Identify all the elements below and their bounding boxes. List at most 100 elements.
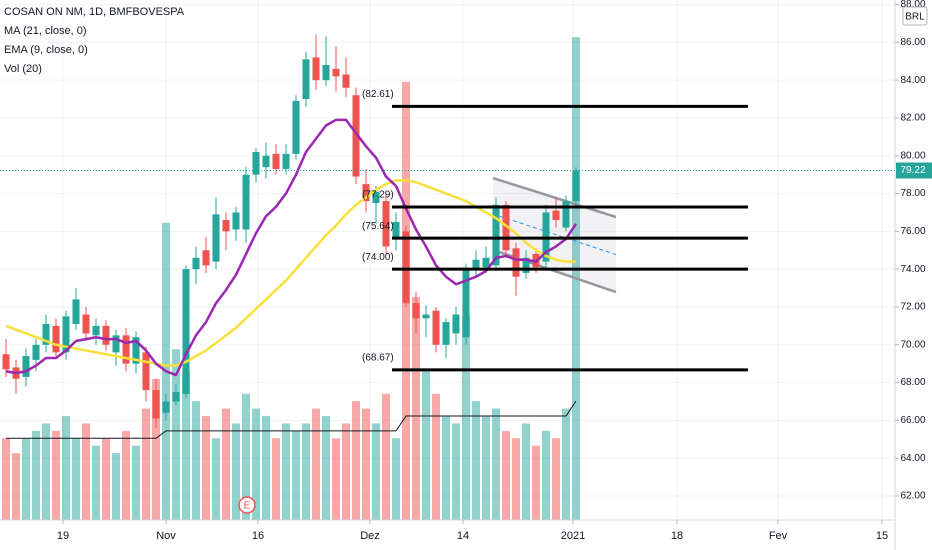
candle-body <box>142 352 150 391</box>
channel-line <box>492 176 617 219</box>
legend-ema: EMA (9, close, 0) <box>4 44 88 56</box>
candle-body <box>312 57 320 81</box>
candle-body <box>162 401 170 413</box>
y-tick-label: 82.00 <box>900 113 925 124</box>
y-tick-label: 64.00 <box>900 453 925 464</box>
last-price-box <box>896 162 932 179</box>
candle-body <box>182 269 190 394</box>
volume-bar <box>172 349 180 520</box>
x-tick-label: Fev <box>769 530 788 542</box>
volume-bar <box>442 416 450 520</box>
candle-body <box>402 231 410 304</box>
plot: (82.61) (77.29) (75.64) (74.00) (68.67) E <box>0 34 895 521</box>
volume-bar <box>362 408 370 520</box>
x-tick-label: 19 <box>57 530 69 542</box>
x-tick-label: 16 <box>252 530 264 542</box>
volume-bar <box>92 445 100 520</box>
event-label: E <box>244 501 251 512</box>
candle-body <box>482 257 490 268</box>
currency-box[interactable] <box>902 6 928 26</box>
candle-body <box>432 310 440 345</box>
volume-bar <box>542 430 550 520</box>
candle-body <box>342 74 350 88</box>
candle-body <box>442 322 450 345</box>
candle-body <box>52 325 60 353</box>
candle-body <box>382 201 390 247</box>
volume-bar <box>352 401 360 520</box>
level-label: (82.61) <box>362 89 394 100</box>
y-tick-label: 84.00 <box>900 75 925 86</box>
candle-body <box>522 257 530 273</box>
candle-body <box>412 303 420 319</box>
volume-bar <box>522 423 530 520</box>
volume-bar <box>22 438 30 520</box>
volume-bar <box>262 416 270 520</box>
candle-body <box>202 250 210 266</box>
candle-body <box>372 191 380 204</box>
candle-body <box>112 335 120 353</box>
level-label: (75.64) <box>362 221 394 232</box>
volume-bar <box>142 408 150 520</box>
time-axis-panel <box>0 520 895 550</box>
candle-body <box>562 201 570 228</box>
volume-bar <box>12 453 20 520</box>
volume-bar <box>332 438 340 520</box>
y-tick-label: 62.00 <box>900 491 925 502</box>
volume-bar <box>2 438 10 520</box>
volume-bar <box>152 378 160 520</box>
candle-body <box>42 323 50 345</box>
volume-bar <box>422 371 430 520</box>
level-label: (77.29) <box>362 190 394 201</box>
candle-body <box>282 153 290 169</box>
volume-bar <box>242 393 250 520</box>
candle-body <box>242 174 250 230</box>
volume-bar <box>302 423 310 520</box>
volume-bar <box>292 430 300 520</box>
candle-body <box>552 210 560 221</box>
candle-body <box>362 184 370 202</box>
price-axis-panel <box>895 0 932 550</box>
axes: 62.00 64.00 66.00 68.00 70.00 72.00 74.00 76.00… <box>57 0 932 542</box>
candle-body <box>92 325 100 336</box>
candle-body <box>72 299 80 324</box>
volume-bar <box>552 438 560 520</box>
legend-volume: Vol (20) <box>4 63 42 75</box>
volume-bar <box>322 416 330 520</box>
ma-line <box>5 179 576 367</box>
chart-title: COSAN ON NM, 1D, BMFBOVESPA <box>4 6 185 18</box>
currency-label[interactable]: BRL <box>905 12 925 23</box>
volume-bar <box>392 438 400 520</box>
x-tick-label: 15 <box>876 530 888 542</box>
candle-body <box>192 257 200 270</box>
candle-body <box>352 95 360 177</box>
candle-body <box>452 314 460 334</box>
candle-body <box>132 337 140 364</box>
candle-body <box>222 220 230 232</box>
candle-body <box>292 100 300 154</box>
level-label: (68.67) <box>362 353 394 364</box>
volume-bar <box>512 438 520 520</box>
candle-body <box>212 214 220 262</box>
volume-bar <box>492 408 500 520</box>
candle-body <box>102 325 110 345</box>
candle-body <box>232 212 240 230</box>
volume-bar <box>502 430 510 520</box>
y-tick-label: 88.00 <box>900 0 925 10</box>
y-tick-label: 78.00 <box>900 188 925 199</box>
candle-body <box>332 68 340 77</box>
candle-body <box>22 356 30 377</box>
channel-midline <box>492 213 617 255</box>
volume-bar <box>532 445 540 520</box>
y-tick-label: 72.00 <box>900 302 925 313</box>
volume-bar <box>562 408 570 520</box>
volume-bar <box>62 416 70 520</box>
x-tick-label: Dez <box>360 530 380 542</box>
y-tick-label: 66.00 <box>900 415 925 426</box>
volume-bar <box>342 423 350 520</box>
candle-body <box>572 170 580 202</box>
candle-body <box>122 335 130 364</box>
x-tick-label: 18 <box>671 530 683 542</box>
volume-bar <box>202 416 210 520</box>
event-marker <box>238 496 256 514</box>
